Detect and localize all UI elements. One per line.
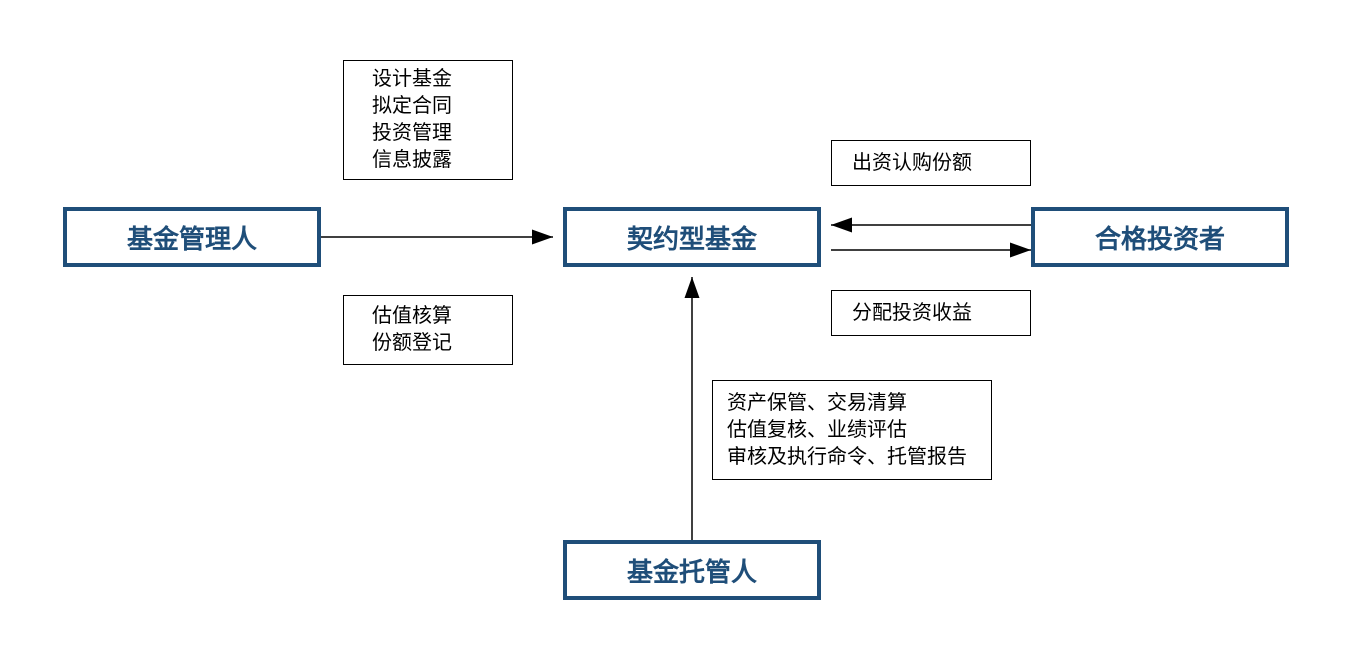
annotation-a_manager_top: 设计基金 拟定合同 投资管理 信息披露	[343, 60, 513, 180]
node-investor: 合格投资者	[1031, 207, 1289, 267]
node-fund: 契约型基金	[563, 207, 821, 267]
annotation-a_investor_top: 出资认购份额	[831, 140, 1031, 186]
diagram-canvas: 基金管理人 契约型基金 合格投资者基金托管人 设计基金 拟定合同 投资管理 信息披露…	[0, 0, 1360, 649]
annotation-a_manager_bot: 估值核算 份额登记	[343, 295, 513, 365]
annotation-a_investor_bot: 分配投资收益	[831, 290, 1031, 336]
node-custodian: 基金托管人	[563, 540, 821, 600]
annotation-a_custodian: 资产保管、交易清算 估值复核、业绩评估 审核及执行命令、托管报告	[712, 380, 992, 480]
node-manager: 基金管理人	[63, 207, 321, 267]
